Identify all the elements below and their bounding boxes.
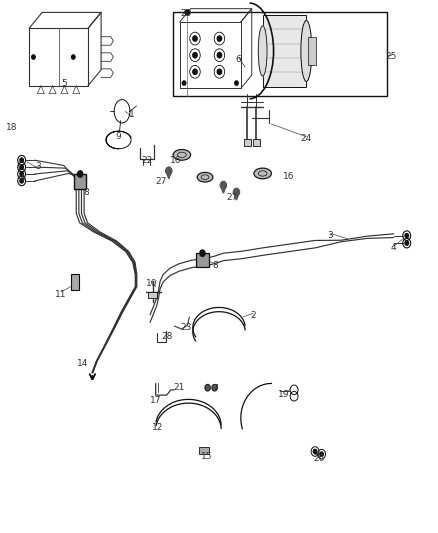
Circle shape	[182, 81, 186, 85]
Circle shape	[313, 449, 317, 454]
Text: 6: 6	[236, 55, 241, 63]
Polygon shape	[166, 171, 172, 179]
Text: 8: 8	[83, 188, 89, 197]
Text: 16: 16	[170, 156, 181, 165]
Text: 19: 19	[278, 390, 290, 399]
Circle shape	[78, 171, 83, 177]
Text: 23: 23	[180, 323, 192, 332]
Circle shape	[235, 81, 238, 85]
Circle shape	[20, 172, 23, 176]
Circle shape	[20, 179, 23, 183]
Text: 25: 25	[386, 52, 397, 61]
Circle shape	[166, 167, 172, 174]
Text: 18: 18	[6, 123, 18, 132]
Text: 12: 12	[152, 423, 163, 432]
Circle shape	[20, 158, 23, 163]
Bar	[148, 292, 157, 298]
Text: 26: 26	[314, 455, 325, 463]
Circle shape	[193, 36, 197, 41]
Ellipse shape	[173, 150, 191, 160]
Text: 4: 4	[20, 174, 25, 183]
Bar	[196, 253, 208, 266]
Bar	[71, 274, 79, 290]
Text: 22: 22	[141, 156, 152, 165]
Text: 24: 24	[301, 134, 312, 143]
Text: 5: 5	[61, 78, 67, 87]
Circle shape	[20, 165, 23, 169]
Text: 28: 28	[161, 332, 172, 341]
Circle shape	[185, 10, 189, 15]
Bar	[263, 15, 306, 87]
Text: 17: 17	[150, 396, 162, 405]
Text: 16: 16	[283, 172, 295, 181]
Text: 3: 3	[35, 162, 41, 171]
Circle shape	[71, 55, 75, 59]
Text: 2: 2	[250, 311, 256, 320]
Text: 10: 10	[145, 279, 157, 288]
Ellipse shape	[301, 20, 312, 82]
Text: 9: 9	[116, 132, 121, 141]
Text: 7: 7	[212, 384, 218, 393]
Circle shape	[320, 452, 323, 456]
Circle shape	[212, 384, 217, 391]
Text: 27: 27	[226, 193, 238, 202]
Bar	[244, 139, 251, 147]
Circle shape	[405, 241, 409, 245]
Text: 27: 27	[155, 177, 167, 186]
Circle shape	[217, 36, 222, 41]
Bar	[74, 174, 86, 189]
Circle shape	[233, 188, 240, 196]
Ellipse shape	[254, 168, 272, 179]
Bar	[308, 37, 316, 65]
Circle shape	[205, 384, 210, 391]
Circle shape	[405, 233, 409, 238]
Circle shape	[217, 69, 222, 75]
Polygon shape	[220, 185, 226, 193]
Ellipse shape	[197, 172, 213, 182]
Circle shape	[32, 55, 35, 59]
Circle shape	[200, 250, 205, 256]
Text: 20: 20	[180, 10, 192, 19]
Text: 15: 15	[201, 453, 212, 462]
Ellipse shape	[258, 26, 267, 76]
Text: 21: 21	[173, 383, 184, 392]
Text: 4: 4	[391, 244, 396, 253]
Text: 14: 14	[77, 359, 88, 368]
Circle shape	[220, 181, 226, 189]
Circle shape	[217, 53, 222, 58]
Polygon shape	[233, 192, 240, 200]
Bar	[199, 447, 209, 454]
Circle shape	[193, 69, 197, 75]
Text: 3: 3	[328, 231, 333, 240]
Text: 11: 11	[55, 289, 67, 298]
Circle shape	[193, 53, 197, 58]
Bar	[173, 12, 387, 96]
Bar	[253, 139, 260, 147]
Text: 1: 1	[129, 110, 134, 119]
Text: 8: 8	[212, 261, 219, 270]
